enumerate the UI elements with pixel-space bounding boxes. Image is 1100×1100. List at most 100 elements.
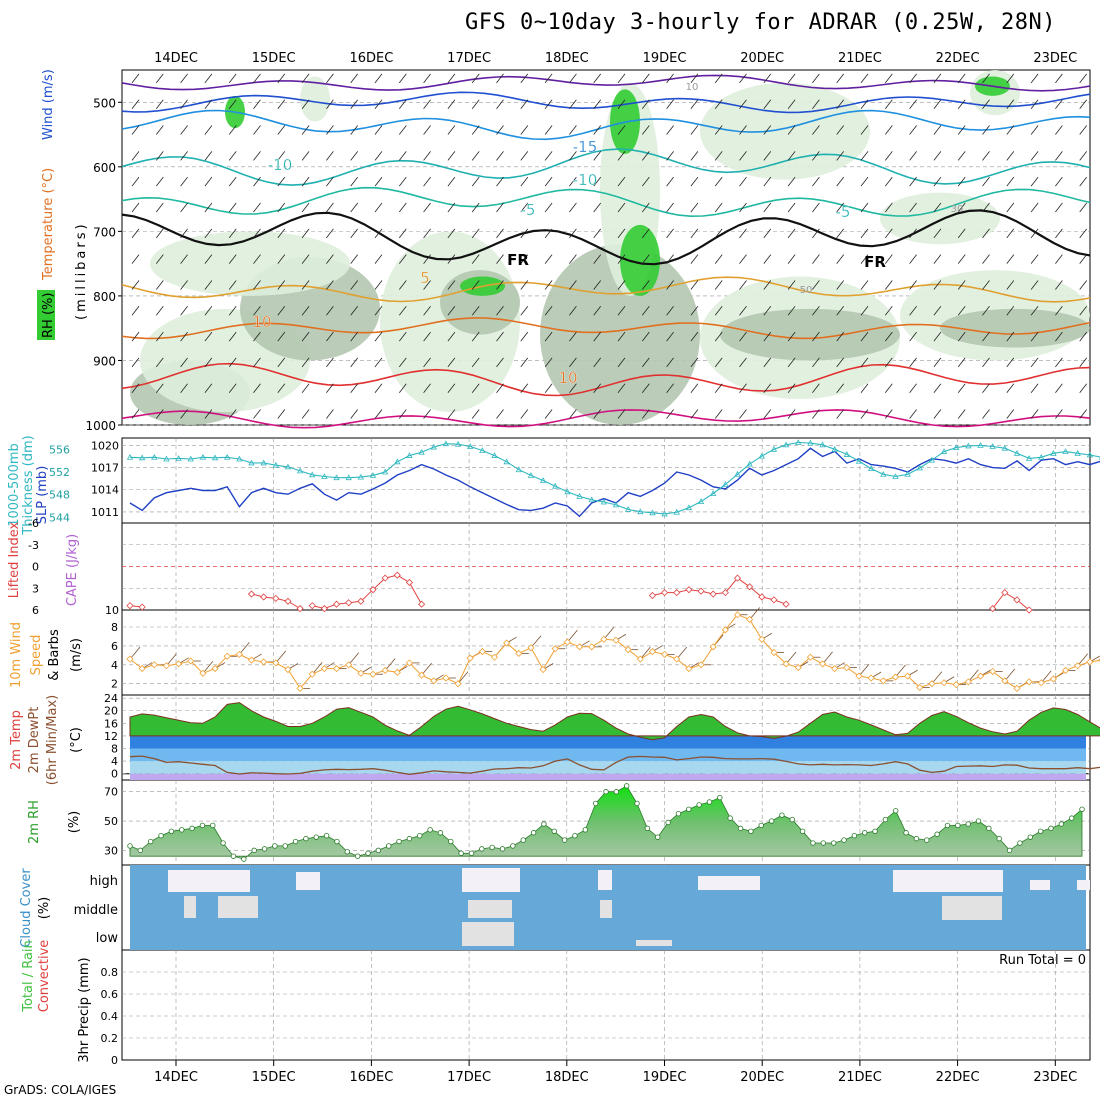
wind-barb <box>544 202 553 213</box>
wind-barb <box>593 99 602 109</box>
wind-barb <box>277 125 286 135</box>
wind-barb <box>155 228 164 239</box>
wind-barb <box>447 151 456 161</box>
lifted-index-line-point <box>709 590 717 598</box>
wind-barb <box>909 125 917 135</box>
panel-ylabel-line: 2m Temp <box>9 710 24 770</box>
thickness-line-point <box>965 442 972 449</box>
wind-speed-line-point <box>466 654 474 662</box>
wind-speed-line-point <box>685 664 693 673</box>
slp-label: SLP (mb) <box>35 466 50 525</box>
cloud-clear-block <box>893 870 1003 892</box>
wind-barb <box>447 331 456 342</box>
wind-barb <box>884 306 893 316</box>
wind-speed-line-point <box>964 678 972 686</box>
wind-barb <box>398 331 407 342</box>
ylabel-wind: Wind (m/s) <box>41 69 56 140</box>
thickness-line-point <box>977 442 984 448</box>
wind-barb <box>471 331 480 342</box>
thickness-line-point <box>284 463 292 470</box>
wind-barb <box>641 202 650 213</box>
cloud-grey-block <box>636 940 672 946</box>
thickness-line-point <box>819 441 826 448</box>
wind-barb <box>447 228 456 239</box>
wind-barb <box>544 409 553 419</box>
wind-barb-10m <box>567 629 578 643</box>
wind-barb <box>228 151 237 161</box>
wind-barb <box>131 280 140 290</box>
thickness-line-point <box>199 453 207 460</box>
wind-tick-label: 8 <box>111 621 118 634</box>
wind-barb <box>1030 125 1039 135</box>
lifted-index-line-point <box>332 600 341 608</box>
wind-barb <box>787 228 796 239</box>
wind-barb <box>1055 280 1063 290</box>
precip-tick-label: 0.2 <box>101 1032 119 1045</box>
rh-point <box>582 827 589 833</box>
wind-barb <box>326 151 334 161</box>
wind-speed-line-point <box>636 655 644 663</box>
rh-area <box>129 785 1083 860</box>
wind-barb-10m <box>166 653 177 666</box>
wind-barb <box>982 331 990 342</box>
wind-barb <box>982 228 990 239</box>
wind-barb <box>714 254 723 264</box>
wind-barb <box>1030 176 1039 187</box>
cloud-grey-block <box>184 896 196 918</box>
rh-point <box>510 843 516 849</box>
wind-barb <box>204 176 213 187</box>
wind-speed-line-point <box>126 655 134 663</box>
wind-speed-line-point <box>393 668 401 676</box>
wind-barb <box>1006 99 1015 109</box>
wind-barb-10m <box>421 662 432 676</box>
wind-barb <box>471 202 480 213</box>
panel-ylabel: 2m DewPt <box>27 707 42 774</box>
wind-barb <box>641 228 650 239</box>
precip-tick-label: 0.8 <box>101 966 119 979</box>
top-day-label: 17DEC <box>447 51 491 66</box>
contour-label: -5 <box>836 203 851 221</box>
panel-ylabel-line: Convective <box>37 940 52 1013</box>
wind-barb <box>860 151 869 161</box>
wind-barb <box>447 254 456 264</box>
rh-point <box>613 789 620 795</box>
wind-barb <box>374 306 383 316</box>
wind-barb <box>763 228 772 239</box>
wind-barb <box>836 306 845 316</box>
rh-point <box>189 825 195 832</box>
wind-barb <box>398 151 407 161</box>
top-day-label: 15DEC <box>252 51 296 66</box>
wind-barb <box>350 73 359 84</box>
wind-barb-10m <box>858 663 870 677</box>
thickness-label: Thickness (dm) <box>21 435 36 535</box>
isotherm-line <box>121 409 1091 429</box>
wind-barb <box>228 331 237 342</box>
cloud-clear-block <box>462 868 520 892</box>
wind-speed-line-point <box>782 660 790 668</box>
rh-point <box>468 850 475 856</box>
cloud-grey-block <box>468 900 512 918</box>
wind-speed-line-point <box>721 626 729 634</box>
wind-barb <box>277 73 286 84</box>
panel-ylabel: (6hr Min/Max) <box>45 695 60 785</box>
wind-barb <box>228 125 237 135</box>
thickness-line-point <box>467 443 474 449</box>
wind-barb <box>277 254 286 264</box>
wind-speed-line-point <box>1086 658 1094 666</box>
wind-barb <box>447 99 456 109</box>
bottom-day-label: 15DEC <box>252 1070 296 1085</box>
wind-barb <box>860 383 869 393</box>
thickness-line-point <box>175 455 182 461</box>
wind-speed-line-point <box>989 667 997 675</box>
wind-barb <box>884 280 893 290</box>
wind-barb <box>982 280 990 290</box>
wind-barb <box>398 306 407 316</box>
lifted-index-line-point <box>284 597 292 605</box>
wind-barb <box>860 409 869 419</box>
wind-barb <box>277 357 286 368</box>
wind-barb <box>909 151 917 161</box>
wind-barb <box>1079 176 1088 187</box>
wind-barb <box>398 228 407 239</box>
rh-point <box>282 843 288 849</box>
rh-point <box>830 840 837 846</box>
